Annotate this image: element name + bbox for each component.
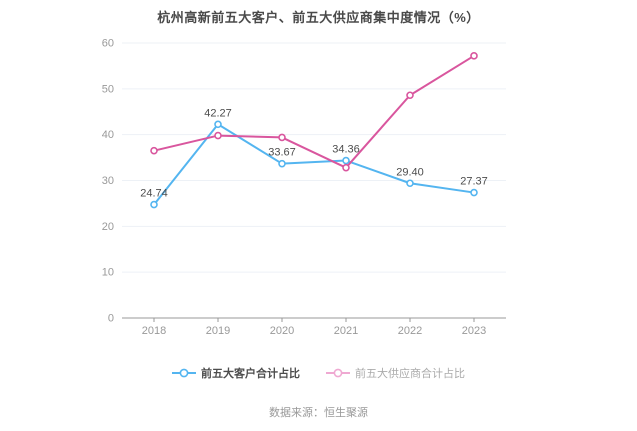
data-point[interactable] — [214, 120, 222, 129]
y-tick-label: 10 — [102, 267, 114, 279]
point-label: 42.27 — [204, 107, 232, 119]
y-tick-label: 50 — [102, 83, 114, 95]
x-tick-label: 2020 — [270, 325, 294, 337]
y-tick-label: 40 — [102, 129, 114, 141]
line-marker-icon — [326, 368, 350, 378]
line-marker-icon — [172, 368, 196, 378]
point-label: 24.74 — [140, 188, 168, 200]
y-tick-label: 30 — [102, 175, 114, 187]
series-line-1 — [153, 54, 475, 169]
legend-item-suppliers[interactable]: 前五大供应商合计占比 — [326, 365, 465, 381]
point-label: 33.67 — [268, 147, 296, 159]
x-tick-label: 2023 — [462, 325, 486, 337]
data-source-note: 数据来源：恒生聚源 — [269, 407, 368, 419]
data-point[interactable] — [406, 179, 414, 188]
x-tick-label: 2018 — [142, 325, 166, 337]
data-point[interactable] — [470, 188, 478, 197]
legend: 前五大客户合计占比 前五大供应商合计占比 — [0, 364, 637, 382]
x-tick-label: 2022 — [398, 325, 422, 337]
x-tick-label: 2021 — [334, 325, 358, 337]
y-tick-label: 0 — [108, 313, 114, 325]
data-point[interactable] — [278, 159, 286, 168]
data-point[interactable] — [214, 131, 222, 140]
line-chart: 0 10 20 30 40 50 60 2018 2019 2020 2021 2022 2023 24.… — [102, 38, 506, 337]
y-tick-label: 20 — [102, 221, 114, 233]
y-tick-label: 60 — [102, 38, 114, 50]
data-point[interactable] — [278, 133, 286, 142]
data-point[interactable] — [342, 163, 350, 172]
chart-title: 杭州高新前五大客户、前五大供应商集中度情况（%） — [157, 10, 480, 25]
legend-label: 前五大供应商合计占比 — [355, 368, 465, 380]
data-point[interactable] — [470, 52, 478, 60]
legend-item-customers[interactable]: 前五大客户合计占比 — [172, 365, 300, 381]
point-label: 29.40 — [396, 166, 424, 178]
data-point[interactable] — [150, 200, 158, 209]
series-line-0 — [153, 123, 475, 206]
point-label: 27.37 — [460, 176, 488, 188]
data-point[interactable] — [406, 91, 414, 100]
data-point[interactable] — [150, 146, 158, 155]
data-point[interactable] — [342, 156, 350, 165]
legend-label: 前五大客户合计占比 — [201, 368, 300, 380]
x-tick-label: 2019 — [206, 325, 230, 337]
point-label: 34.36 — [332, 144, 360, 156]
